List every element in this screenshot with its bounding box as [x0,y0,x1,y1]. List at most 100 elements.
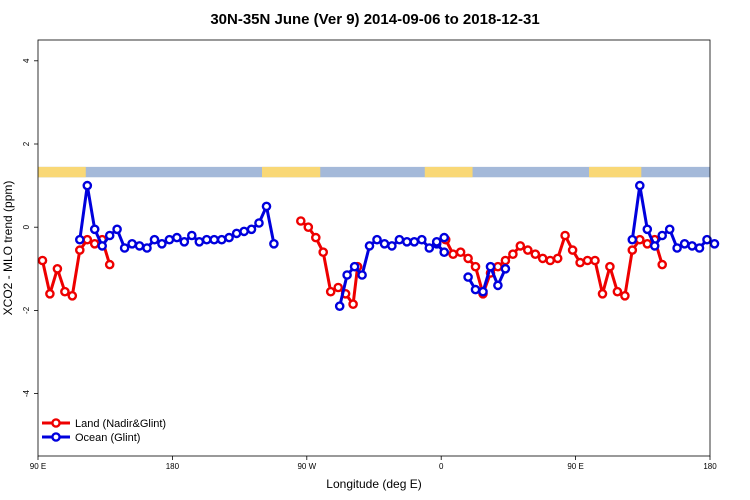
series-land-point [67,290,78,301]
band-land-segment [589,166,642,178]
surface-type-band [38,166,710,178]
series-ocean-point [649,241,660,251]
series-ocean-point [209,234,219,245]
series-land-point [620,290,630,301]
series-land-point [455,247,466,257]
series-ocean-point [687,241,697,251]
series-ocean-point [261,201,272,212]
series-ocean-point [500,263,511,274]
series-ocean [75,180,720,312]
series-ocean-point [334,301,345,312]
series-land-point [515,241,526,251]
series-ocean-point [246,224,257,235]
series-land-point [635,234,645,245]
x-tick-label: 90 W [297,462,316,471]
series-ocean-point [470,284,481,295]
series-ocean-point [642,224,653,235]
series-land-point [333,282,344,293]
series-ocean-point [201,234,212,245]
x-tick-label: 0 [439,462,444,471]
series-ocean-point [342,270,352,280]
series-land-point [523,245,533,255]
series-ocean-point [424,243,435,253]
series-land-point [463,253,473,264]
series-layer [37,180,720,312]
y-axis: -4 -2 0 2 4 [22,58,38,397]
series-ocean-point [82,180,93,191]
series-land-point [552,253,563,264]
series-ocean-point [127,238,137,249]
series-land-point [590,255,600,266]
series-ocean-point [119,243,130,253]
series-ocean-point [97,241,107,251]
series-land-point [597,288,608,299]
series-ocean-point [254,218,264,228]
series-land-point [310,232,321,243]
series-ocean-point [172,232,182,243]
y-axis-label: XCO2 - MLO trend (ppm) [1,181,15,316]
series-ocean-point [179,236,190,247]
legend-ocean-label: Ocean (Glint) [75,432,140,444]
series-ocean-point [104,230,115,241]
series-land-point [37,255,48,266]
y-tick-label: -2 [22,306,31,314]
series-ocean-point [657,230,668,241]
series-ocean-point [357,270,367,280]
series-ocean-point [75,234,85,245]
series-land-point [89,238,100,249]
series-land-point [500,255,511,266]
legend-ocean-marker [51,432,61,442]
series-land-point [537,253,548,264]
series-ocean-point [679,238,690,249]
series-land [37,216,668,310]
series-land-point [45,288,55,299]
x-tick-label: 90 E [567,462,583,471]
series-land-point [582,255,593,266]
series-ocean-point [364,241,375,251]
series-land-point [325,286,336,297]
series-land-point [295,216,306,226]
series-ocean-point [463,272,473,282]
series-land-point [567,245,578,255]
legend-land-marker [51,418,61,428]
series-land-point [493,261,503,272]
series-ocean-point [394,234,405,245]
x-axis-label: Longitude (deg E) [326,477,421,491]
series-ocean-line [630,184,716,250]
series-land-point [530,249,541,259]
series-ocean-point [493,280,503,291]
series-land-point [348,299,358,310]
band-land-segment [38,166,86,178]
plot-frame [37,39,711,457]
series-land-point [545,255,556,266]
series-land-point [318,247,329,257]
band-land-segment [262,166,321,178]
series-ocean-point [134,241,145,251]
series-ocean-point [635,180,645,191]
series-land-point [657,259,668,270]
series-ocean-point [112,224,122,235]
series-ocean-point [239,226,249,237]
series-ocean-point [439,232,450,243]
y-tick-label: 2 [22,141,31,146]
series-land-point [75,245,85,255]
series-ocean-point [485,261,496,272]
legend: Land (Nadir&Glint) Ocean (Glint) [42,418,166,444]
series-ocean-point [387,241,397,251]
legend-land-label: Land (Nadir&Glint) [75,418,166,430]
series-land-point [508,249,518,259]
series-ocean-point [372,234,382,245]
x-tick-label: 90 E [30,462,46,471]
chart-title: 30N-35N June (Ver 9) 2014-09-06 to 2018-… [210,11,539,28]
y-tick-label: 4 [22,58,31,63]
y-tick-label: -4 [22,389,31,397]
series-ocean-point [416,234,427,245]
series-land-point [52,263,63,274]
band-ocean [38,166,710,178]
series-ocean-point [664,224,675,235]
series-land-point [627,245,638,255]
series-ocean-point [89,224,100,235]
series-land-point [104,259,115,270]
series-land-point [82,234,93,245]
